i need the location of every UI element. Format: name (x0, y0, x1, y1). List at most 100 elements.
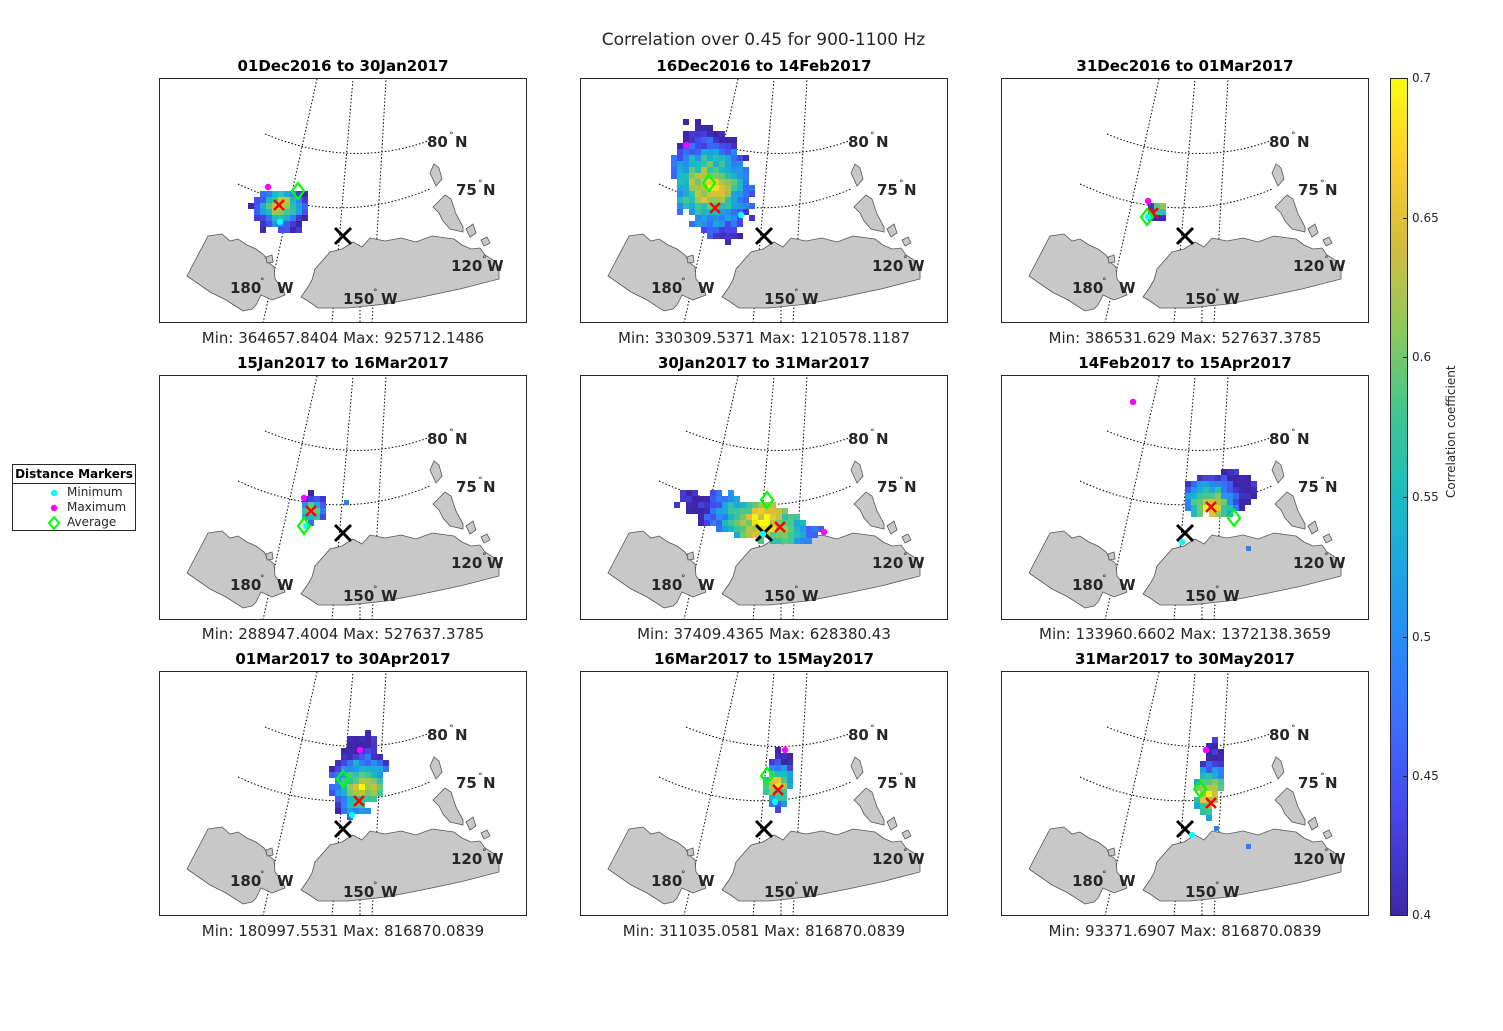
heatmap-cell (782, 538, 788, 544)
west-label: W (1119, 279, 1136, 297)
lon-180-label: 180 (1072, 576, 1103, 594)
heatmap-cell (689, 197, 695, 203)
heatmap-cell (707, 161, 713, 167)
heatmap-cell (763, 789, 769, 795)
heatmap-cell (677, 185, 683, 191)
west-label: W (1223, 587, 1240, 605)
lon-180-label: 180 (230, 576, 261, 594)
average-marker (335, 769, 351, 789)
average-marker (701, 173, 717, 193)
heatmap-cell (677, 167, 683, 173)
heatmap-cell (734, 526, 740, 532)
heatmap-cell (1191, 481, 1197, 487)
heatmap-cell (749, 191, 755, 197)
heatmap-cell (1185, 487, 1191, 493)
minimum-marker (1144, 213, 1152, 221)
heatmap-cell (692, 496, 698, 502)
heatmap-cell (353, 742, 359, 748)
station-x-marker (333, 819, 353, 839)
heatmap-cell (749, 215, 755, 221)
heatmap-cell (731, 221, 737, 227)
lon-120-label: 120 (872, 850, 903, 868)
heatmap-cell (1185, 481, 1191, 487)
heatmap-cell (677, 179, 683, 185)
lat-80-label: 80 (427, 133, 448, 151)
heatmap-cell (314, 502, 320, 508)
heatmap-cell (302, 197, 308, 203)
svg-text:°: ° (1102, 870, 1107, 880)
heatmap-cell (371, 766, 377, 772)
heatmap-cell (737, 203, 743, 209)
heatmap-cell (769, 801, 775, 807)
lon-180-label: 180 (651, 279, 682, 297)
north-label: N (483, 774, 496, 792)
panel-stats: Min: 386531.629 Max: 527637.3785 (1048, 329, 1322, 347)
heatmap-cell (812, 532, 818, 538)
heatmap-cell (671, 173, 677, 179)
heatmap-cell (335, 766, 341, 772)
graticule (1079, 672, 1273, 915)
heatmap-cell (775, 753, 781, 759)
heatmap-cell (794, 532, 800, 538)
heatmap-cell (731, 203, 737, 209)
correlation-heatmap (248, 191, 308, 233)
heatmap-cell (1200, 785, 1206, 791)
heatmap-cell (1246, 546, 1251, 551)
heatmap-cell (758, 502, 764, 508)
lat-80-label: 80 (1269, 726, 1290, 744)
heatmap-cell (692, 508, 698, 514)
heatmap-cell (365, 730, 371, 736)
heatmap-cell (794, 520, 800, 526)
average-marker (290, 181, 306, 201)
heatmap-cell (1209, 493, 1215, 499)
lat-75-label: 75 (877, 774, 898, 792)
heatmap-cell (787, 783, 793, 789)
heatmap-cell (296, 221, 302, 227)
minimum-marker (276, 218, 284, 226)
map-panel-1: 80 ° N 75 ° N 120 ° W 150 ° W 180 ° W (159, 78, 527, 323)
panel-stats: Min: 288947.4004 Max: 527637.3785 (201, 625, 485, 643)
heatmap-cell (737, 179, 743, 185)
heatmap-cell (365, 796, 371, 802)
heatmap-cell (800, 520, 806, 526)
heatmap-cell (1221, 487, 1227, 493)
heatmap-cell (1218, 755, 1224, 761)
svg-text:°: ° (260, 870, 265, 880)
heatmap-cell (731, 215, 737, 221)
heatmap-cell (314, 496, 320, 502)
heatmap-cell (353, 778, 359, 784)
heatmap-cell (746, 532, 752, 538)
heatmap-cell (722, 526, 728, 532)
minimum-marker (348, 811, 356, 819)
correlation-heatmap (329, 730, 389, 820)
heatmap-cell (743, 209, 749, 215)
station-x-marker (1175, 523, 1195, 543)
heatmap-cell (383, 766, 389, 772)
svg-text:°: ° (1320, 179, 1325, 189)
heatmap-cell (308, 490, 314, 496)
heatmap-cell (1233, 487, 1239, 493)
heatmap-cell (341, 802, 347, 808)
north-label: N (904, 181, 917, 199)
svg-text:°: ° (899, 772, 904, 782)
heatmap-cell (377, 784, 383, 790)
heatmap-cell (335, 772, 341, 778)
heatmap-cell (347, 748, 353, 754)
svg-text:°: ° (449, 724, 454, 734)
lon-180-label: 180 (1072, 872, 1103, 890)
heatmap-cell (701, 143, 707, 149)
heatmap-cell (695, 161, 701, 167)
heatmap-cell (787, 753, 793, 759)
heatmap-cell (1215, 475, 1221, 481)
heatmap-cell (695, 119, 701, 125)
heatmap-cell (689, 203, 695, 209)
coastline (186, 460, 500, 609)
west-label: W (908, 257, 925, 275)
svg-text:°: ° (870, 724, 875, 734)
heatmap-cell (734, 532, 740, 538)
heatmap-cell (1245, 499, 1251, 505)
panel-stats: Min: 180997.5531 Max: 816870.0839 (201, 922, 485, 940)
colorbar-tick-label: 0.65 (1412, 211, 1439, 225)
